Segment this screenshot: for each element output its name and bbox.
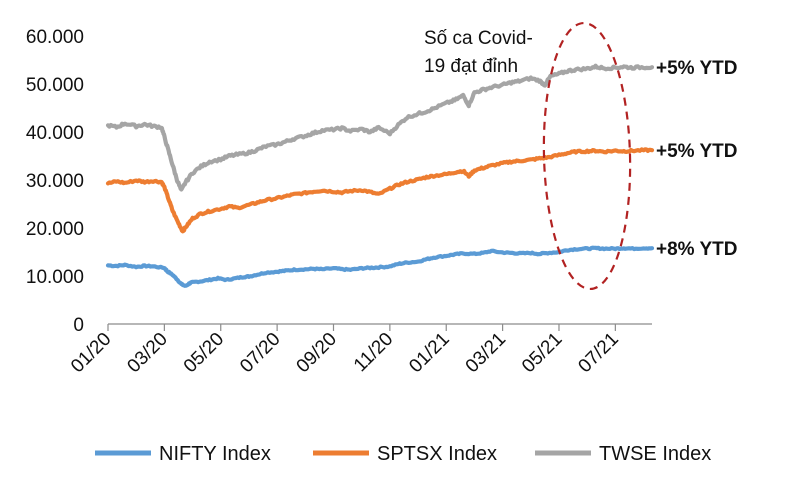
y-axis: 0 10.000 20.000 30.000 40.000 50.000 60.000 xyxy=(26,27,84,336)
series-line-twse xyxy=(105,63,655,192)
legend-label: SPTSX Index xyxy=(377,443,497,465)
series-line-nifty xyxy=(105,245,655,288)
annotation-text: Số ca Covid- xyxy=(424,28,533,49)
x-axis: 01/20 03/20 05/20 07/20 09/20 11/20 01/21 03/21… xyxy=(67,324,623,377)
annotation-layer: Số ca Covid- 19 đạt đỉnh xyxy=(424,21,632,291)
x-tick-label: 11/20 xyxy=(350,329,397,376)
x-tick-label: 07/20 xyxy=(236,329,284,377)
x-tick-label: 03/20 xyxy=(123,329,171,377)
legend-label: NIFTY Index xyxy=(159,443,271,465)
x-tick-label: 09/20 xyxy=(293,329,341,377)
legend: NIFTY Index SPTSX Index TWSE Index xyxy=(95,443,711,465)
y-tick-label: 60.000 xyxy=(26,27,84,48)
x-tick-label: 03/21 xyxy=(462,329,510,377)
ytd-label: +5% YTD xyxy=(656,58,738,79)
series-line-sptsx xyxy=(105,147,655,234)
covid-peak-ellipse xyxy=(542,21,632,291)
y-tick-label: 40.000 xyxy=(26,123,84,144)
y-tick-label: 30.000 xyxy=(26,171,84,192)
legend-label: TWSE Index xyxy=(599,443,711,465)
y-tick-label: 50.000 xyxy=(26,75,84,96)
x-tick-label: 01/21 xyxy=(405,329,453,377)
ytd-label: +5% YTD xyxy=(656,141,738,162)
x-tick-label: 07/21 xyxy=(574,329,622,377)
ytd-label: +8% YTD xyxy=(656,239,738,260)
x-tick-label: 05/20 xyxy=(180,329,228,377)
y-tick-label: 10.000 xyxy=(26,267,84,288)
annotation-text: 19 đạt đỉnh xyxy=(424,56,518,77)
x-tick-label: 05/21 xyxy=(518,329,566,377)
y-tick-label: 20.000 xyxy=(26,219,84,240)
y-tick-label: 0 xyxy=(73,315,84,336)
series-layer: +8% YTD +5% YTD +5% YTD xyxy=(105,58,738,288)
